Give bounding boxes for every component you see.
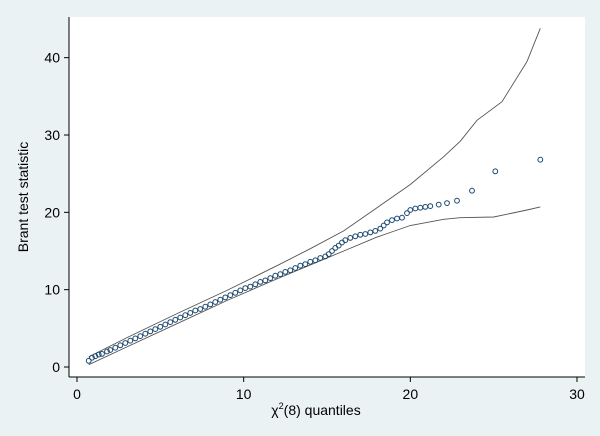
data-point xyxy=(317,255,324,261)
x-tick-label: 30 xyxy=(569,386,585,402)
data-point xyxy=(172,316,179,323)
data-point xyxy=(297,262,304,269)
data-point xyxy=(267,275,274,282)
x-tick-label: 10 xyxy=(236,386,252,402)
data-point xyxy=(407,207,414,213)
data-point xyxy=(202,303,209,310)
data-point xyxy=(252,281,259,288)
data-point xyxy=(152,326,159,333)
data-point xyxy=(95,351,102,358)
data-point xyxy=(142,330,149,337)
data-point xyxy=(104,348,110,355)
data-point xyxy=(292,265,299,271)
data-point xyxy=(222,294,229,301)
data-point xyxy=(99,351,105,357)
data-point xyxy=(92,353,99,360)
data-point xyxy=(187,310,194,316)
data-point xyxy=(89,354,95,361)
data-points xyxy=(85,156,544,364)
data-point xyxy=(262,277,269,284)
data-point xyxy=(389,217,395,224)
data-point xyxy=(335,242,342,249)
data-point xyxy=(157,323,164,330)
data-point xyxy=(384,219,390,226)
data-point xyxy=(492,168,499,175)
data-point xyxy=(427,203,434,210)
data-point xyxy=(372,228,379,234)
data-point xyxy=(469,187,475,194)
data-point xyxy=(377,225,384,232)
upper-envelope-line xyxy=(88,28,541,358)
y-tick-label: 10 xyxy=(44,282,60,298)
data-point xyxy=(329,248,335,254)
data-point xyxy=(307,258,314,265)
data-point xyxy=(380,222,387,229)
data-point xyxy=(167,319,174,326)
x-tick-label: 20 xyxy=(403,386,419,402)
y-tick-label: 20 xyxy=(44,204,60,220)
data-point xyxy=(162,321,169,328)
data-point xyxy=(227,292,234,299)
data-point xyxy=(287,267,294,274)
data-point xyxy=(182,312,189,319)
y-tick-label: 0 xyxy=(52,359,60,375)
data-point xyxy=(257,279,264,285)
data-point xyxy=(117,342,124,349)
data-point xyxy=(312,257,319,264)
data-point xyxy=(192,307,199,314)
lower-envelope-line xyxy=(88,206,541,366)
data-point xyxy=(277,271,284,278)
data-point xyxy=(399,214,405,221)
data-point xyxy=(232,289,239,296)
data-point xyxy=(127,337,134,344)
data-point xyxy=(404,210,410,217)
data-point xyxy=(247,283,254,290)
data-point xyxy=(342,237,349,244)
data-point xyxy=(282,269,289,275)
y-tick-label: 40 xyxy=(44,50,60,66)
x-axis-title-chi: χ xyxy=(271,402,279,418)
data-point xyxy=(367,229,374,236)
y-axis-ticks: 0 10 20 30 40 xyxy=(44,50,69,375)
data-point xyxy=(362,231,369,237)
y-tick-label: 30 xyxy=(44,127,60,143)
x-axis-ticks: 0 10 20 30 xyxy=(73,377,585,402)
data-point xyxy=(137,333,144,340)
data-point xyxy=(454,197,460,204)
data-point xyxy=(112,344,119,351)
plot-area xyxy=(69,17,585,377)
data-point xyxy=(302,261,309,268)
data-point xyxy=(325,251,332,258)
x-tick-label: 0 xyxy=(73,386,81,402)
x-axis-title-superscript: 2 xyxy=(279,401,284,411)
data-point xyxy=(212,299,219,305)
data-point xyxy=(107,347,114,353)
data-point xyxy=(272,272,279,279)
data-point xyxy=(352,233,359,240)
y-axis-title: Brant test statistic xyxy=(15,142,31,252)
data-point xyxy=(347,235,354,241)
data-point xyxy=(147,328,154,335)
axes xyxy=(68,17,585,378)
data-point xyxy=(85,357,92,364)
data-point xyxy=(207,301,214,308)
data-point xyxy=(242,285,249,292)
data-point xyxy=(217,296,224,303)
data-point xyxy=(435,201,442,208)
confidence-envelopes xyxy=(88,28,541,366)
data-point xyxy=(122,340,129,346)
data-point xyxy=(177,314,184,321)
data-point xyxy=(537,156,544,163)
x-axis-title: χ2(8) quantiles xyxy=(271,401,360,418)
x-axis-title-rest: (8) quantiles xyxy=(284,402,361,418)
data-point xyxy=(197,306,204,312)
data-point xyxy=(237,287,244,294)
data-point xyxy=(132,335,139,342)
data-point xyxy=(444,200,450,207)
